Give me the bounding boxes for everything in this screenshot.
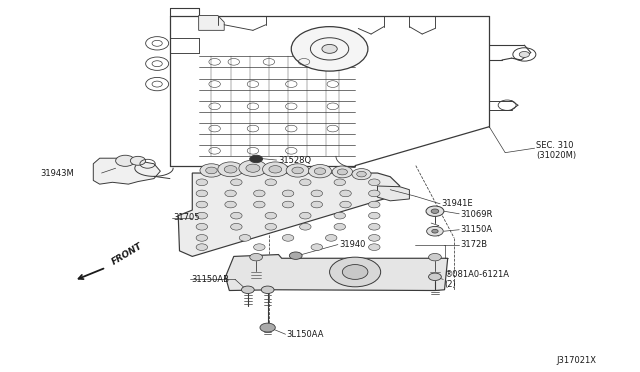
Circle shape bbox=[330, 257, 381, 287]
Circle shape bbox=[519, 51, 529, 57]
Circle shape bbox=[225, 190, 236, 197]
Polygon shape bbox=[198, 16, 224, 31]
Circle shape bbox=[431, 209, 439, 214]
Circle shape bbox=[230, 179, 242, 186]
Text: J317021X: J317021X bbox=[556, 356, 596, 365]
Circle shape bbox=[427, 227, 444, 236]
Circle shape bbox=[337, 169, 348, 175]
Circle shape bbox=[334, 179, 346, 186]
Circle shape bbox=[291, 27, 368, 71]
Circle shape bbox=[356, 171, 366, 177]
Circle shape bbox=[269, 166, 282, 173]
Text: 31940: 31940 bbox=[339, 240, 365, 249]
Circle shape bbox=[253, 244, 265, 250]
Text: 31150AB: 31150AB bbox=[191, 275, 229, 284]
Circle shape bbox=[250, 253, 262, 261]
Circle shape bbox=[426, 206, 444, 217]
Circle shape bbox=[308, 164, 332, 178]
Circle shape bbox=[250, 155, 262, 163]
Text: FRONT: FRONT bbox=[111, 241, 145, 267]
Circle shape bbox=[265, 212, 276, 219]
Circle shape bbox=[334, 224, 346, 230]
Text: 31941E: 31941E bbox=[442, 199, 473, 208]
Circle shape bbox=[369, 179, 380, 186]
Circle shape bbox=[300, 224, 311, 230]
Circle shape bbox=[253, 201, 265, 208]
Circle shape bbox=[342, 264, 368, 279]
Circle shape bbox=[196, 235, 207, 241]
Circle shape bbox=[369, 201, 380, 208]
Circle shape bbox=[131, 156, 146, 165]
Circle shape bbox=[253, 190, 265, 197]
Circle shape bbox=[196, 179, 207, 186]
Circle shape bbox=[239, 235, 251, 241]
Polygon shape bbox=[178, 173, 400, 256]
Circle shape bbox=[230, 224, 242, 230]
Circle shape bbox=[196, 244, 207, 250]
Circle shape bbox=[311, 244, 323, 250]
Circle shape bbox=[369, 244, 380, 250]
Circle shape bbox=[322, 44, 337, 53]
Polygon shape bbox=[93, 158, 161, 184]
Text: 31528Q: 31528Q bbox=[278, 156, 312, 165]
Circle shape bbox=[311, 190, 323, 197]
Polygon shape bbox=[378, 186, 410, 201]
Text: 31943M: 31943M bbox=[40, 169, 74, 177]
Circle shape bbox=[200, 164, 223, 177]
Circle shape bbox=[429, 273, 442, 280]
Text: 31150A: 31150A bbox=[461, 225, 493, 234]
Text: 31069R: 31069R bbox=[461, 211, 493, 219]
Circle shape bbox=[282, 235, 294, 241]
Circle shape bbox=[352, 169, 371, 180]
Circle shape bbox=[340, 201, 351, 208]
Circle shape bbox=[224, 166, 237, 173]
Circle shape bbox=[282, 201, 294, 208]
Circle shape bbox=[265, 224, 276, 230]
Circle shape bbox=[196, 190, 207, 197]
Circle shape bbox=[429, 253, 442, 261]
Circle shape bbox=[265, 179, 276, 186]
Circle shape bbox=[205, 167, 217, 174]
Circle shape bbox=[241, 286, 254, 294]
Circle shape bbox=[432, 230, 438, 233]
Polygon shape bbox=[225, 254, 448, 291]
Text: SEC. 310
(31020M): SEC. 310 (31020M) bbox=[536, 141, 576, 160]
Circle shape bbox=[196, 201, 207, 208]
Circle shape bbox=[369, 212, 380, 219]
Circle shape bbox=[261, 286, 274, 294]
Circle shape bbox=[260, 323, 275, 332]
Circle shape bbox=[314, 168, 326, 174]
Circle shape bbox=[340, 190, 351, 197]
Circle shape bbox=[292, 167, 303, 174]
Circle shape bbox=[246, 164, 260, 172]
Circle shape bbox=[286, 164, 309, 177]
Circle shape bbox=[282, 190, 294, 197]
Circle shape bbox=[225, 201, 236, 208]
Text: 3L150AA: 3L150AA bbox=[287, 330, 324, 340]
Circle shape bbox=[116, 155, 135, 166]
Circle shape bbox=[325, 235, 337, 241]
Circle shape bbox=[196, 224, 207, 230]
Circle shape bbox=[311, 201, 323, 208]
Circle shape bbox=[289, 252, 302, 259]
Circle shape bbox=[369, 224, 380, 230]
Circle shape bbox=[369, 190, 380, 197]
Circle shape bbox=[230, 212, 242, 219]
Circle shape bbox=[369, 235, 380, 241]
Text: 31705: 31705 bbox=[173, 213, 200, 222]
Text: 3172B: 3172B bbox=[461, 240, 488, 249]
Circle shape bbox=[334, 212, 346, 219]
Circle shape bbox=[239, 160, 267, 176]
Circle shape bbox=[300, 179, 311, 186]
Circle shape bbox=[300, 212, 311, 219]
Circle shape bbox=[218, 162, 243, 177]
Text: ®081A0-6121A
(2): ®081A0-6121A (2) bbox=[445, 270, 509, 289]
Circle shape bbox=[196, 212, 207, 219]
Circle shape bbox=[332, 166, 353, 178]
Circle shape bbox=[262, 162, 288, 177]
